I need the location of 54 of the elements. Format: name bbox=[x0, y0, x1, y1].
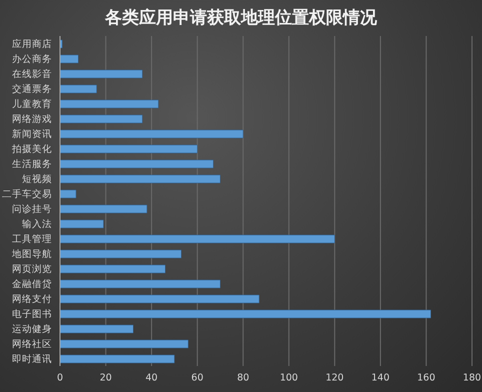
x-tick-label: 60 bbox=[191, 372, 204, 384]
bar bbox=[60, 70, 143, 78]
bar bbox=[60, 234, 335, 244]
y-tick-label: 地图导航 bbox=[11, 248, 52, 260]
y-tick-label: 电子图书 bbox=[12, 308, 52, 320]
bar bbox=[60, 310, 432, 318]
x-tick-label: 140 bbox=[371, 372, 390, 384]
y-tick-label: 拍摄美化 bbox=[11, 142, 52, 155]
y-tick-label: 网络支付 bbox=[12, 292, 52, 305]
bar bbox=[60, 100, 159, 108]
bar bbox=[60, 144, 198, 154]
bar bbox=[60, 294, 260, 304]
bar bbox=[60, 174, 220, 184]
x-tick-label: 0 bbox=[56, 372, 64, 384]
bar bbox=[60, 340, 188, 348]
chart-title: 各类应用申请获取地理位置权限情况 bbox=[104, 7, 378, 29]
x-tick-label: 180 bbox=[462, 372, 482, 384]
x-tick-label: 20 bbox=[100, 372, 112, 384]
x-tick-label: 120 bbox=[326, 372, 344, 384]
x-tick-label: 40 bbox=[146, 372, 158, 384]
y-tick-label: 交通票务 bbox=[12, 82, 52, 95]
y-tick-label: 应用商店 bbox=[12, 38, 52, 50]
x-tick-label: 100 bbox=[280, 372, 298, 384]
bar bbox=[60, 264, 166, 274]
bar bbox=[60, 114, 143, 124]
y-tick-label: 输入法 bbox=[22, 218, 52, 230]
y-tick-label: 在线影音 bbox=[12, 68, 52, 80]
bar bbox=[60, 130, 244, 138]
y-tick-label: 短视频 bbox=[22, 172, 52, 185]
y-tick-label: 二手车交易 bbox=[2, 188, 52, 200]
y-tick-label: 运动健身 bbox=[12, 322, 52, 335]
bar bbox=[60, 160, 214, 168]
bar bbox=[60, 190, 76, 198]
y-tick-label: 生活服务 bbox=[12, 158, 52, 170]
y-tick-label: 问诊挂号 bbox=[12, 202, 52, 215]
x-tick-label: 80 bbox=[237, 372, 250, 384]
y-tick-label: 网络社区 bbox=[12, 338, 52, 350]
bar bbox=[60, 354, 175, 364]
y-tick-label: 金融借贷 bbox=[12, 278, 52, 290]
bar bbox=[60, 84, 97, 94]
y-tick-label: 办公商务 bbox=[12, 52, 52, 65]
y-tick-label: 网络游戏 bbox=[12, 112, 52, 125]
bar bbox=[60, 220, 104, 228]
y-tick-label: 新闻资讯 bbox=[12, 128, 52, 140]
bar bbox=[60, 324, 134, 334]
y-tick-label: 网页浏览 bbox=[12, 262, 52, 275]
bar bbox=[60, 204, 148, 214]
y-tick-label: 工具管理 bbox=[12, 234, 52, 245]
bar bbox=[60, 280, 220, 288]
bar bbox=[60, 250, 182, 258]
bar bbox=[60, 54, 79, 64]
y-tick-label: 即时通讯 bbox=[12, 352, 52, 365]
x-tick-label: 160 bbox=[417, 372, 436, 384]
y-tick-label: 儿童教育 bbox=[12, 98, 52, 110]
